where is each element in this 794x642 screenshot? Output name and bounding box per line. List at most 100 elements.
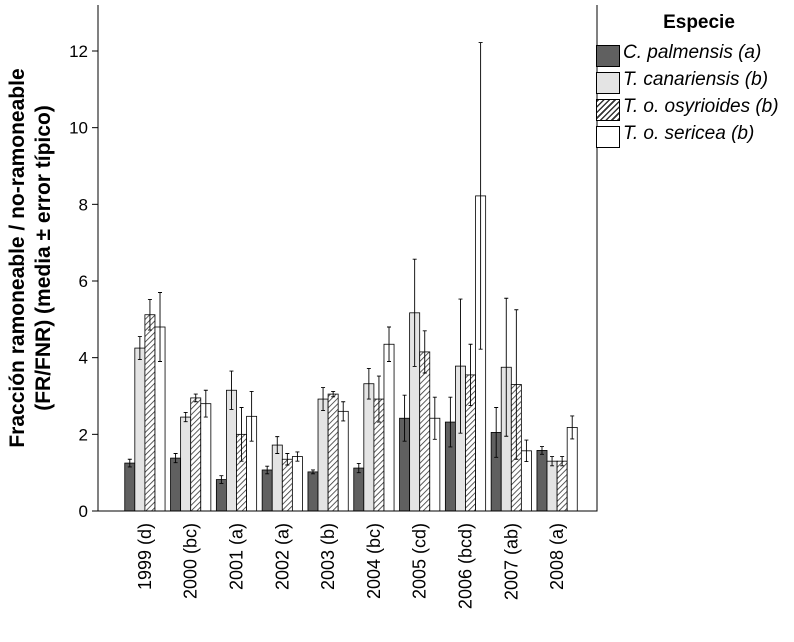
legend-label: T. o. sericea (b) [623, 123, 755, 144]
y-tick-label: 6 [79, 272, 88, 291]
error-bar [183, 412, 188, 423]
error-bar [158, 292, 163, 362]
error-bar [422, 330, 427, 374]
bar [419, 351, 431, 512]
y-tick-label: 4 [79, 349, 88, 368]
legend-item: T. canariensis (b) [596, 69, 792, 94]
legend-label: C. palmensis (a) [623, 42, 762, 63]
bar [200, 403, 212, 512]
bar [383, 343, 395, 512]
x-tick-label: 2008 (a) [547, 523, 567, 590]
error-bar [570, 415, 575, 440]
error-bar [432, 396, 437, 440]
x-tick-label: 2001 (a) [227, 523, 247, 590]
x-tick-label: 2003 (b) [318, 523, 338, 590]
legend-item: C. palmensis (a) [596, 42, 792, 67]
error-bar [193, 393, 198, 403]
legend-swatch [596, 126, 620, 148]
legend-swatch [596, 99, 620, 121]
legend-label: T. o. osyrioides (b) [623, 96, 779, 117]
bar [271, 444, 283, 512]
bar [307, 471, 319, 512]
error-bar [127, 458, 132, 468]
error-bar [239, 407, 244, 462]
error-bar [448, 396, 453, 448]
error-bar [468, 343, 473, 407]
error-bar [478, 42, 483, 350]
error-bar [229, 370, 234, 410]
error-bar [550, 456, 555, 467]
bar [144, 314, 156, 512]
legend-swatch [596, 72, 620, 94]
error-bar [376, 375, 381, 423]
y-tick-label: 0 [79, 502, 88, 521]
bar [180, 416, 192, 512]
error-bar [458, 298, 463, 434]
bar [317, 398, 329, 512]
error-bar [366, 367, 371, 400]
bar [291, 456, 303, 512]
error-bar [310, 469, 315, 475]
error-bar [514, 309, 519, 460]
x-tick-label: 2004 (bc) [364, 523, 384, 599]
bar [327, 393, 339, 512]
axis-frame [97, 5, 598, 512]
bar [556, 460, 568, 512]
bar [566, 427, 578, 512]
error-bar [219, 475, 224, 484]
error-bar [331, 390, 336, 398]
error-bar [249, 390, 254, 442]
bar [546, 460, 558, 512]
error-bar [321, 387, 326, 412]
error-bar [504, 297, 509, 437]
bar [134, 347, 146, 512]
y-tick-label: 2 [79, 425, 88, 444]
legend-swatch [596, 45, 620, 67]
bar [190, 397, 202, 512]
error-bar [412, 258, 417, 367]
y-axis-label: (FR/FNR) (media ± error típico) [32, 105, 55, 411]
error-bar [173, 453, 178, 464]
x-tick-label: 2005 (cd) [410, 523, 430, 599]
bar [124, 462, 136, 512]
bar [353, 467, 365, 512]
bar [536, 450, 548, 512]
bar [170, 457, 182, 512]
x-tick-label: 2006 (bcd) [456, 523, 476, 609]
error-bar [341, 401, 346, 422]
error-bar [285, 453, 290, 466]
bar [281, 458, 293, 512]
y-tick-label: 12 [69, 42, 88, 61]
error-bar [539, 446, 544, 455]
bar [215, 479, 227, 512]
error-bar [356, 463, 361, 474]
error-bar [494, 407, 499, 458]
bar [363, 383, 375, 512]
bar [337, 410, 349, 512]
error-bar [137, 336, 142, 361]
error-bar [524, 439, 529, 462]
legend: Especie C. palmensis (a) T. canariensis (… [596, 12, 792, 150]
legend-item: T. o. osyrioides (b) [596, 96, 792, 121]
error-bar [295, 451, 300, 462]
y-tick-label: 10 [69, 119, 88, 138]
error-bar [560, 456, 565, 467]
error-bar [265, 465, 270, 475]
legend-title: Especie [663, 12, 735, 33]
x-tick-label: 2002 (a) [272, 523, 292, 590]
x-tick-label: 2007 (ab) [501, 523, 521, 600]
error-bar [147, 298, 152, 331]
y-tick-label: 8 [79, 195, 88, 214]
legend-label: T. canariensis (b) [623, 69, 769, 90]
y-axis-label: Fracción ramoneable / no-ramoneable [6, 68, 29, 447]
bar [261, 469, 273, 512]
x-tick-label: 2000 (bc) [181, 523, 201, 599]
x-tick-label: 1999 (d) [135, 523, 155, 590]
error-bar [203, 389, 208, 418]
legend-item: T. o. sericea (b) [596, 123, 792, 148]
error-bar [387, 326, 392, 362]
error-bar [402, 394, 407, 442]
error-bar [275, 436, 280, 454]
